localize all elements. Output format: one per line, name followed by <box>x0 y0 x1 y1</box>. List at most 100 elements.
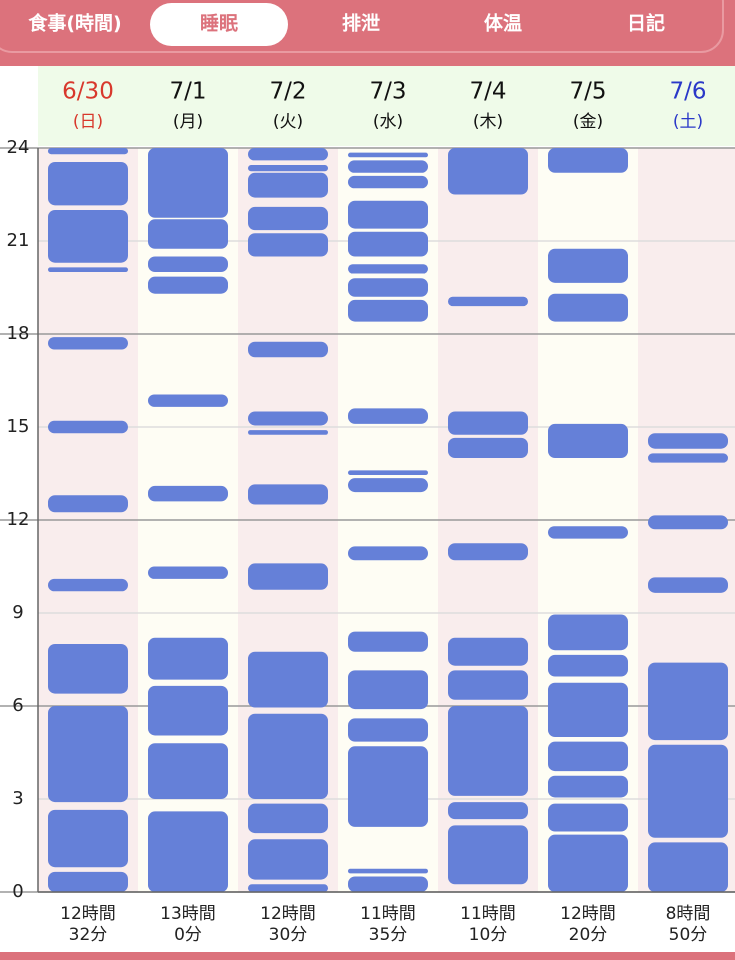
sleep-block <box>48 420 128 434</box>
y-tick-label: 21 <box>7 230 30 251</box>
sleep-block <box>348 264 428 274</box>
sleep-block <box>348 299 428 322</box>
sleep-block <box>148 811 228 892</box>
sleep-block <box>48 644 128 694</box>
sleep-block <box>48 161 128 206</box>
total-sleep: 20分 <box>569 925 608 945</box>
sleep-block <box>448 148 528 195</box>
sleep-block <box>548 248 628 283</box>
sleep-block <box>248 430 328 435</box>
sleep-block <box>48 337 128 350</box>
sleep-block <box>648 744 728 838</box>
total-sleep: 50分 <box>669 925 708 945</box>
sleep-block <box>348 408 428 424</box>
sleep-block <box>548 682 628 737</box>
sleep-block <box>148 743 228 799</box>
sleep-block <box>448 825 528 885</box>
sleep-block <box>648 577 728 593</box>
sleep-block <box>48 809 128 868</box>
sleep-block <box>248 563 328 590</box>
y-tick-label: 0 <box>12 881 23 902</box>
weekday: (月) <box>173 112 203 132</box>
sleep-block <box>48 267 128 272</box>
weekday: (日) <box>73 112 103 132</box>
sleep-block <box>348 200 428 229</box>
sleep-block <box>448 296 528 307</box>
sleep-block <box>348 546 428 561</box>
y-tick-label: 12 <box>7 509 30 530</box>
sleep-block <box>448 437 528 458</box>
sleep-block <box>348 470 428 476</box>
sleep-block <box>248 172 328 198</box>
sleep-block <box>548 148 628 173</box>
total-sleep: 12時間 <box>60 904 116 924</box>
sleep-block <box>248 341 328 358</box>
sleep-block <box>48 578 128 592</box>
sleep-block <box>548 775 628 798</box>
y-tick-label: 15 <box>7 416 30 437</box>
sleep-block <box>648 433 728 449</box>
tab[interactable]: 体温 <box>484 12 522 35</box>
sleep-block <box>248 233 328 257</box>
total-sleep: 30分 <box>269 925 308 945</box>
sleep-block <box>148 276 228 294</box>
date: 7/6 <box>669 79 706 105</box>
total-sleep: 8時間 <box>666 904 711 924</box>
sleep-block <box>548 803 628 832</box>
weekday: (木) <box>473 112 503 132</box>
sleep-block <box>148 219 228 249</box>
weekday: (火) <box>273 112 303 132</box>
y-tick-label: 9 <box>12 602 23 623</box>
weekday: (土) <box>673 112 703 132</box>
sleep-block <box>548 293 628 322</box>
sleep-block <box>148 566 228 579</box>
total-sleep: 35分 <box>369 925 408 945</box>
sleep-block <box>148 394 228 407</box>
tab-outline <box>0 0 724 53</box>
date: 7/2 <box>269 79 306 105</box>
sleep-block <box>448 670 528 700</box>
sleep-block <box>448 706 528 796</box>
sleep-block <box>448 637 528 666</box>
y-tick-label: 18 <box>7 323 30 344</box>
sleep-block <box>348 868 428 874</box>
tab-bar <box>0 0 735 66</box>
sleep-block <box>448 411 528 435</box>
tab[interactable]: 日記 <box>627 12 665 35</box>
tab[interactable]: 睡眠 <box>200 13 238 35</box>
sleep-block <box>48 706 128 803</box>
sleep-block <box>648 453 728 463</box>
sleep-block <box>348 718 428 742</box>
sleep-block <box>548 423 628 458</box>
total-sleep: 32分 <box>69 925 108 945</box>
sleep-block <box>248 713 328 799</box>
sleep-block <box>248 839 328 880</box>
sleep-block <box>248 206 328 231</box>
sleep-block <box>348 160 428 173</box>
sleep-block <box>648 515 728 530</box>
tab[interactable]: 排泄 <box>342 12 380 35</box>
sleep-block <box>448 802 528 820</box>
sleep-block <box>248 651 328 708</box>
tab[interactable]: 食事(時間) <box>28 12 121 35</box>
y-tick-label: 6 <box>12 695 23 716</box>
bottom-strip <box>0 952 735 960</box>
sleep-block <box>348 746 428 827</box>
sleep-block <box>348 278 428 297</box>
date: 6/30 <box>62 79 114 105</box>
sleep-block <box>348 670 428 710</box>
header-row <box>0 66 735 146</box>
sleep-block <box>248 148 328 161</box>
sleep-block <box>548 526 628 539</box>
total-sleep: 12時間 <box>560 904 616 924</box>
sleep-block <box>48 871 128 892</box>
tab-selected-pill <box>150 3 288 46</box>
total-sleep: 12時間 <box>260 904 316 924</box>
total-sleep: 13時間 <box>160 904 216 924</box>
total-sleep: 0分 <box>174 925 202 945</box>
sleep-block <box>148 685 228 736</box>
sleep-block <box>48 210 128 263</box>
sleep-block <box>348 152 428 158</box>
y-tick-label: 3 <box>12 788 23 809</box>
